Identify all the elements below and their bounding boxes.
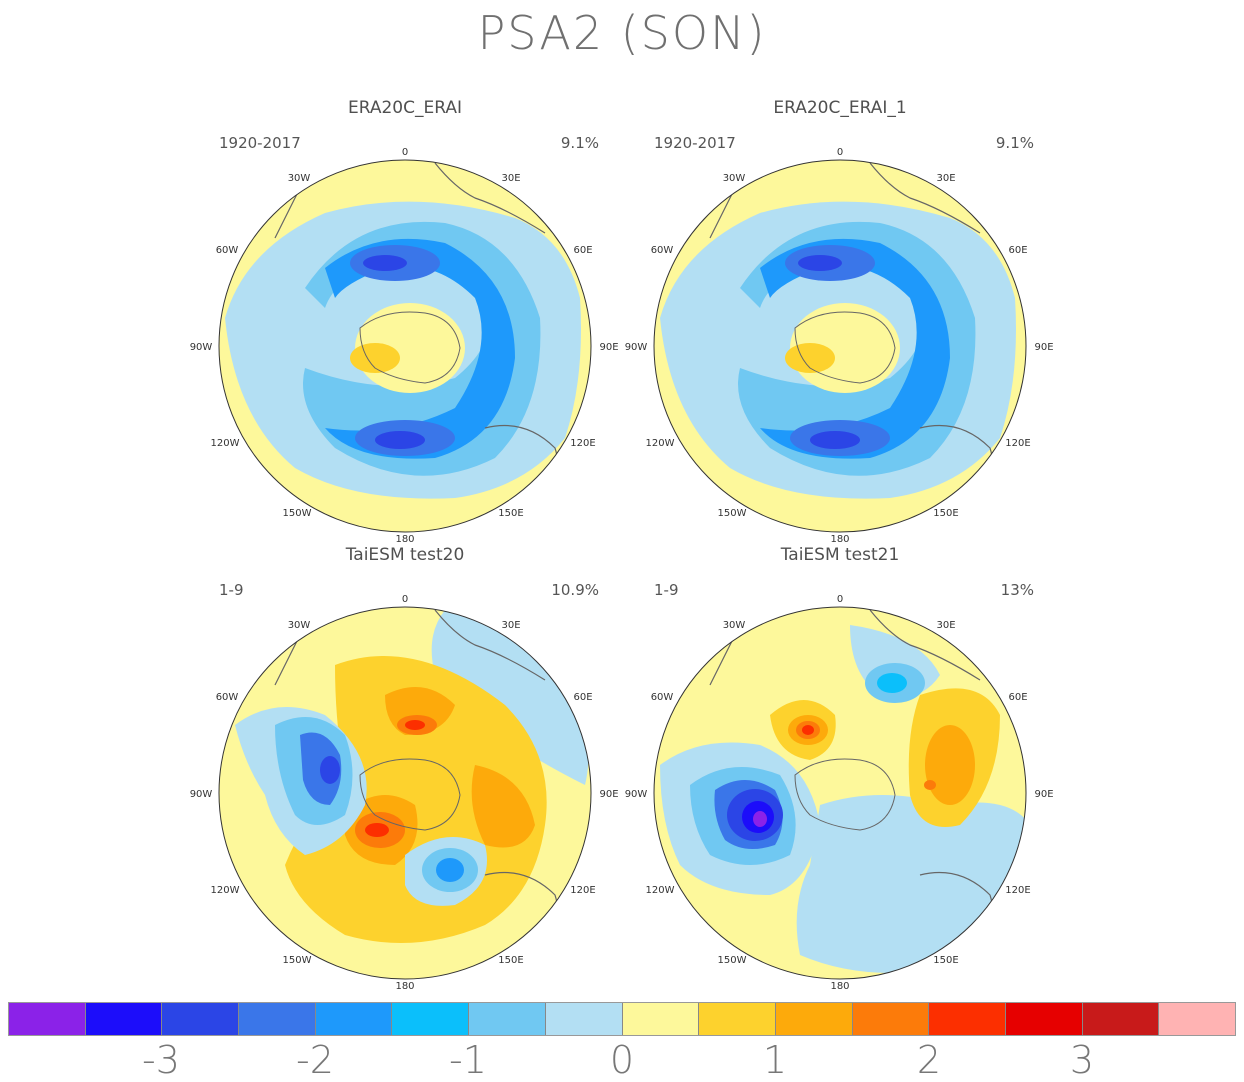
map-panel-era20c-erai: ERA20C_ERAI 1920-2017 9.1% 0 30E 60E 90E… <box>185 98 625 545</box>
panel-title: TaiESM test21 <box>780 545 900 565</box>
lon-label: 180 <box>830 534 849 545</box>
map-panel-era20c-erai-1: ERA20C_ERAI_1 1920-2017 9.1% 0 30E 60E 9… <box>620 98 1060 545</box>
lon-label: 120W <box>646 438 675 449</box>
lon-label: 30W <box>723 173 746 184</box>
lon-label: 120W <box>211 438 240 449</box>
panel-period: 1-9 <box>654 581 679 599</box>
lon-label: 60W <box>651 245 674 256</box>
lon-label: 180 <box>830 981 849 992</box>
colorbar-tick-label: -3 <box>142 1038 180 1082</box>
colorbar-swatch <box>1082 1003 1160 1035</box>
colorbar-swatch <box>392 1003 470 1035</box>
lon-label: 60W <box>216 692 239 703</box>
lon-label: 60E <box>573 692 592 703</box>
lon-label: 120E <box>1005 438 1030 449</box>
lon-label: 180 <box>395 534 414 545</box>
lon-label: 0 <box>837 594 843 605</box>
colorbar-tick-label: -2 <box>296 1038 334 1082</box>
panel-title: TaiESM test20 <box>345 545 465 565</box>
lon-label: 150W <box>718 955 747 966</box>
colorbar-swatch <box>929 1003 1006 1035</box>
colorbar-swatch <box>1005 1003 1083 1035</box>
lon-label: 150E <box>498 508 523 519</box>
colorbar-swatch <box>775 1003 853 1035</box>
lon-label: 120E <box>570 438 595 449</box>
colorbar-swatch <box>315 1003 393 1035</box>
colorbar-tick-label: -1 <box>449 1038 487 1082</box>
lon-label: 90E <box>1034 342 1053 353</box>
polar-map: 0 30E 60E 90E 120E 150E 180 150W 120W 90… <box>625 594 1054 992</box>
lon-label: 0 <box>402 594 408 605</box>
map-panel-taiesm-test21: TaiESM test21 1-9 13% 0 3 <box>620 545 1060 992</box>
lon-label: 90W <box>625 789 648 800</box>
colorbar-tick-label: 1 <box>762 1038 788 1082</box>
colorbar-tick-label: 3 <box>1069 1038 1095 1082</box>
lon-label: 150W <box>283 955 312 966</box>
lon-label: 90E <box>1034 789 1053 800</box>
lon-label: 60E <box>1008 692 1027 703</box>
lon-label: 0 <box>837 147 843 158</box>
colorbar-swatch <box>699 1003 776 1035</box>
lon-label: 30W <box>288 173 311 184</box>
colorbar-swatch <box>9 1003 86 1035</box>
colorbar-swatch <box>85 1003 163 1035</box>
lon-label: 120E <box>1005 885 1030 896</box>
panel-period: 1920-2017 <box>219 134 301 152</box>
lon-label: 120W <box>211 885 240 896</box>
polar-map: 0 30E 60E 90E 120E 150E 180 150W 120W 90… <box>625 147 1054 545</box>
lon-label: 120W <box>646 885 675 896</box>
panel-variance: 9.1% <box>995 134 1034 152</box>
lon-label: 150W <box>718 508 747 519</box>
lon-label: 90E <box>599 342 618 353</box>
lon-label: 90W <box>190 789 213 800</box>
panel-variance: 9.1% <box>560 134 599 152</box>
lon-label: 30E <box>501 173 520 184</box>
lon-label: 90W <box>625 342 648 353</box>
polar-map: 0 30E 60E 90E 120E 150E 180 150W 120W 90… <box>190 147 619 545</box>
lon-label: 30E <box>501 620 520 631</box>
lon-label: 180 <box>395 981 414 992</box>
polar-map: 0 30E 60E 90E 120E 150E 180 150W 120W 90… <box>190 594 619 992</box>
lon-label: 60W <box>651 692 674 703</box>
colorbar-swatch <box>162 1003 240 1035</box>
panel-period: 1-9 <box>219 581 244 599</box>
lon-label: 30E <box>936 620 955 631</box>
colorbar-swatch <box>545 1003 623 1035</box>
main-title: PSA2 (SON) <box>477 6 767 60</box>
lon-label: 150E <box>933 508 958 519</box>
panel-title: ERA20C_ERAI <box>347 98 462 118</box>
lon-label: 30W <box>288 620 311 631</box>
colorbar-swatch <box>1159 1003 1235 1035</box>
colorbar <box>8 1002 1236 1036</box>
lon-label: 30E <box>936 173 955 184</box>
panel-period: 1920-2017 <box>654 134 736 152</box>
map-panel-taiesm-test20: TaiESM test20 1-9 10.9% 0 30E <box>185 545 625 992</box>
lon-label: 90E <box>599 789 618 800</box>
colorbar-swatch <box>622 1003 700 1035</box>
lon-label: 150E <box>498 955 523 966</box>
lon-label: 30W <box>723 620 746 631</box>
lon-label: 90W <box>190 342 213 353</box>
panel-variance: 10.9% <box>551 581 599 599</box>
colorbar-swatch <box>239 1003 316 1035</box>
lon-label: 150E <box>933 955 958 966</box>
lon-label: 60E <box>1008 245 1027 256</box>
lon-label: 60W <box>216 245 239 256</box>
lon-label: 120E <box>570 885 595 896</box>
panel-title: ERA20C_ERAI_1 <box>773 98 907 118</box>
colorbar-swatch <box>469 1003 546 1035</box>
lon-label: 0 <box>402 147 408 158</box>
colorbar-swatch <box>852 1003 930 1035</box>
colorbar-tick-label: 2 <box>916 1038 942 1082</box>
panel-variance: 13% <box>1000 581 1034 599</box>
lon-label: 60E <box>573 245 592 256</box>
lon-label: 150W <box>283 508 312 519</box>
colorbar-tick-label: 0 <box>609 1038 635 1082</box>
